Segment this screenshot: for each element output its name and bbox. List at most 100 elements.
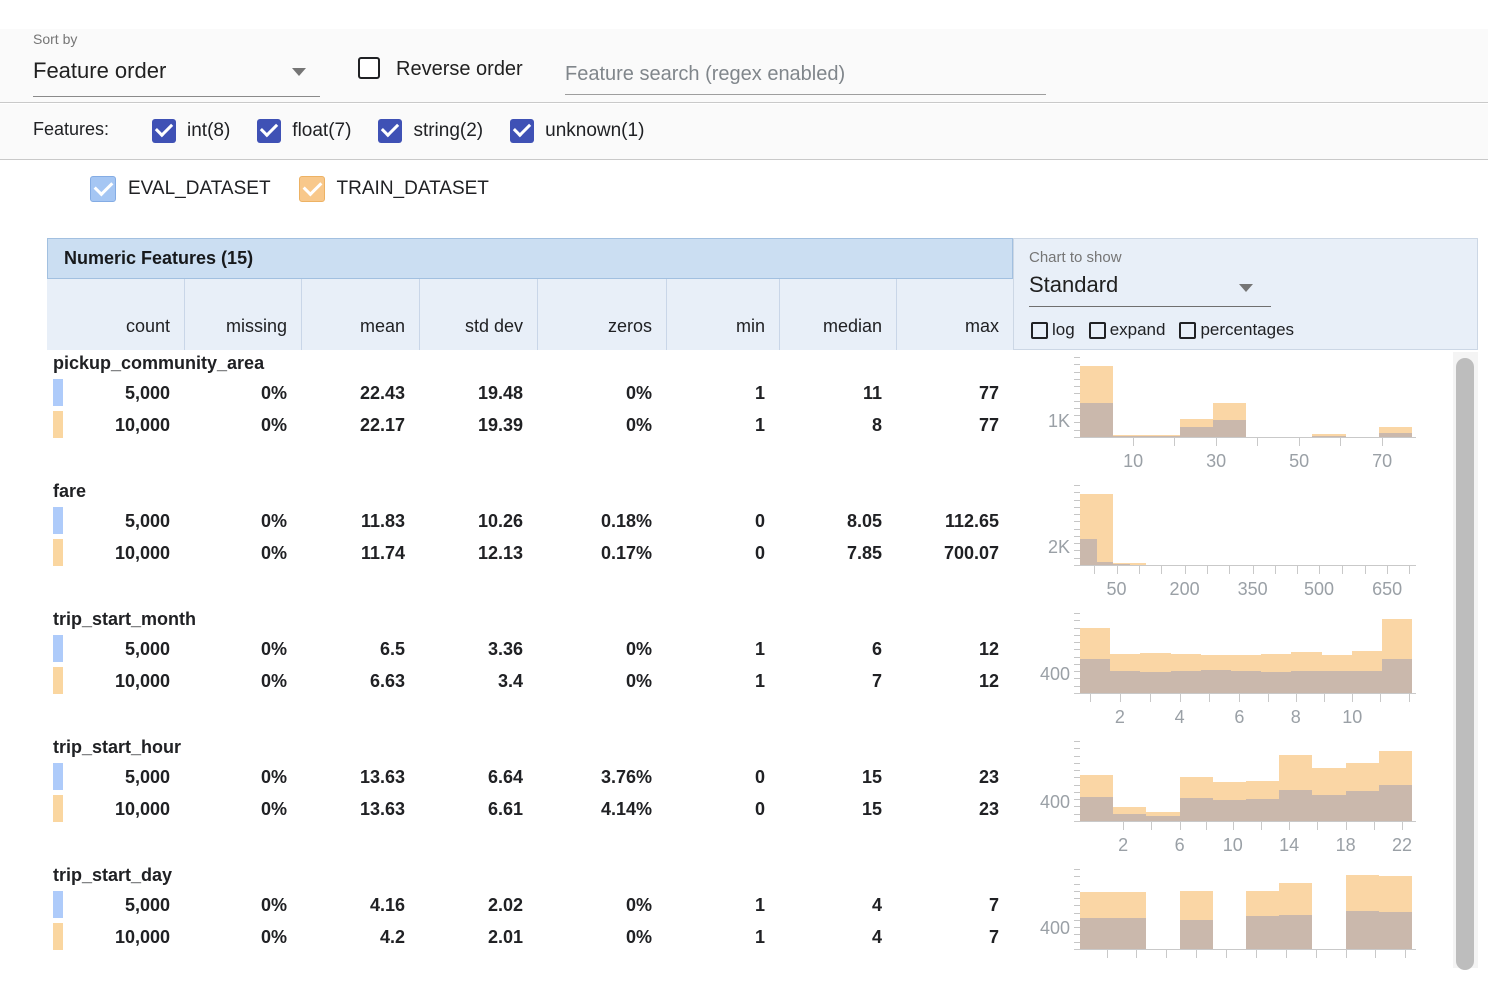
histogram-trip_start_month: 400246810 <box>1030 609 1452 737</box>
stat-cell: 7 <box>779 665 896 697</box>
feature-block-pickup_community_area: pickup_community_area5,0000%22.4319.480%… <box>47 353 1013 481</box>
x-axis-tick <box>1405 950 1406 958</box>
checkbox-icon[interactable] <box>90 176 116 202</box>
eval-overlap-segment <box>1279 790 1312 821</box>
stat-cell: 1 <box>666 665 779 697</box>
eval-overlap-segment <box>1080 797 1113 821</box>
feature-type-label: string(2) <box>413 120 483 142</box>
x-axis-label: 30 <box>1206 451 1226 472</box>
histogram-bar <box>1140 613 1170 693</box>
feature-block-trip_start_day: trip_start_day5,0000%4.162.020%14710,000… <box>47 865 1013 993</box>
dataset-marker <box>53 379 63 406</box>
x-axis-tick <box>1185 566 1186 574</box>
scrollbar-thumb[interactable] <box>1456 358 1474 970</box>
stat-cell: 700.07 <box>896 537 1013 569</box>
feature-type-filter-float[interactable]: float(7) <box>257 119 351 143</box>
feature-type-filter-int[interactable]: int(8) <box>152 119 230 143</box>
histogram-bar <box>1263 485 1280 565</box>
histogram-bar <box>1171 613 1201 693</box>
stat-cell: 1 <box>666 633 779 665</box>
feature-block-trip_start_month: trip_start_month5,0000%6.53.360%161210,0… <box>47 609 1013 737</box>
histogram-bar <box>1146 869 1179 949</box>
eval-overlap-segment <box>1180 920 1213 949</box>
feature-type-filter-unknown[interactable]: unknown(1) <box>510 119 644 143</box>
checkbox-icon[interactable] <box>257 119 281 143</box>
feature-type-filter-string[interactable]: string(2) <box>378 119 483 143</box>
dataset-label: TRAIN_DATASET <box>337 178 489 200</box>
eval-overlap-segment <box>1246 799 1279 821</box>
stat-cell: 10,000 <box>47 537 184 569</box>
x-axis-label: 350 <box>1238 579 1268 600</box>
x-axis-tick <box>1317 822 1318 830</box>
dataset-toggle-eval_dataset[interactable]: EVAL_DATASET <box>90 176 271 202</box>
dataset-marker <box>53 667 63 694</box>
checkbox-icon[interactable] <box>1089 322 1106 339</box>
eval-overlap-segment <box>1322 671 1352 693</box>
checkbox-icon[interactable] <box>378 119 402 143</box>
feature-stat-row: 5,0000%11.8310.260.18%08.05112.65 <box>47 505 1013 537</box>
stat-cell: 11.74 <box>301 537 419 569</box>
x-axis-label: 10 <box>1123 451 1143 472</box>
checkbox-icon[interactable] <box>299 176 325 202</box>
stat-cell: 0.17% <box>537 537 666 569</box>
checkbox-icon[interactable] <box>510 119 534 143</box>
chart-option-percentages[interactable]: percentages <box>1179 320 1294 340</box>
dataset-toggle-train_dataset[interactable]: TRAIN_DATASET <box>299 176 489 202</box>
reverse-order-checkbox[interactable] <box>358 57 380 79</box>
eval-overlap-segment <box>1312 795 1345 821</box>
histogram-bar <box>1196 485 1213 565</box>
checkbox-icon[interactable] <box>1031 322 1048 339</box>
numeric-features-title: Numeric Features (15) <box>64 248 253 268</box>
x-axis-tick <box>1139 566 1140 574</box>
eval-overlap-segment <box>1261 672 1291 693</box>
histogram-bar <box>1312 485 1329 565</box>
histogram-bar <box>1279 357 1312 437</box>
stat-cell: 77 <box>896 409 1013 441</box>
x-axis-tick <box>1150 694 1151 702</box>
x-axis-tick <box>1296 694 1297 702</box>
x-axis-tick <box>1297 566 1298 574</box>
stat-cell: 10,000 <box>47 665 184 697</box>
histogram-bar <box>1246 357 1279 437</box>
feature-name: trip_start_hour <box>47 737 1013 761</box>
stat-cell: 23 <box>896 761 1013 793</box>
checkbox-icon[interactable] <box>1179 322 1196 339</box>
sort-order-value: Feature order <box>33 58 166 84</box>
x-axis-tick <box>1365 566 1366 574</box>
histogram-bar <box>1362 485 1379 565</box>
stat-cell: 12 <box>896 665 1013 697</box>
x-axis-tick <box>1261 822 1262 830</box>
x-axis-tick <box>1136 950 1137 958</box>
x-axis-tick <box>1229 566 1230 574</box>
feature-name: trip_start_month <box>47 609 1013 633</box>
chart-type-select[interactable]: Standard <box>1029 270 1271 307</box>
histogram-trip_start_hour: 4002610141822 <box>1030 737 1452 865</box>
feature-name: pickup_community_area <box>47 353 1013 377</box>
stat-cell: 7 <box>896 889 1013 921</box>
x-axis-tick <box>1256 950 1257 958</box>
stat-cell: 4.16 <box>301 889 419 921</box>
feature-search-input[interactable] <box>565 55 1046 95</box>
stat-cell: 1 <box>666 377 779 409</box>
checkbox-icon[interactable] <box>152 119 176 143</box>
histogram-bar <box>1080 357 1113 437</box>
histogram-bar <box>1213 741 1246 821</box>
scrollbar[interactable] <box>1453 352 1478 968</box>
reverse-order-label: Reverse order <box>396 58 523 81</box>
x-axis-tick <box>1316 950 1317 958</box>
chart-option-expand[interactable]: expand <box>1089 320 1166 340</box>
histogram-plot <box>1080 869 1412 949</box>
feature-stat-row: 5,0000%22.4319.480%11177 <box>47 377 1013 409</box>
sort-order-select[interactable]: Feature order <box>33 52 320 97</box>
stat-cell: 3.36 <box>419 633 537 665</box>
dataset-marker <box>53 635 63 662</box>
table-column-header: countmissingmeanstd devzerosminmedianmax <box>47 279 1013 350</box>
eval-overlap-segment <box>1213 420 1246 437</box>
histogram-bar <box>1279 869 1312 949</box>
chart-option-label: expand <box>1110 320 1166 340</box>
dataset-marker <box>53 795 63 822</box>
x-axis-tick <box>1289 822 1290 830</box>
chart-option-log[interactable]: log <box>1031 320 1075 340</box>
stat-cell: 0 <box>666 505 779 537</box>
feature-stat-row: 5,0000%13.636.643.76%01523 <box>47 761 1013 793</box>
